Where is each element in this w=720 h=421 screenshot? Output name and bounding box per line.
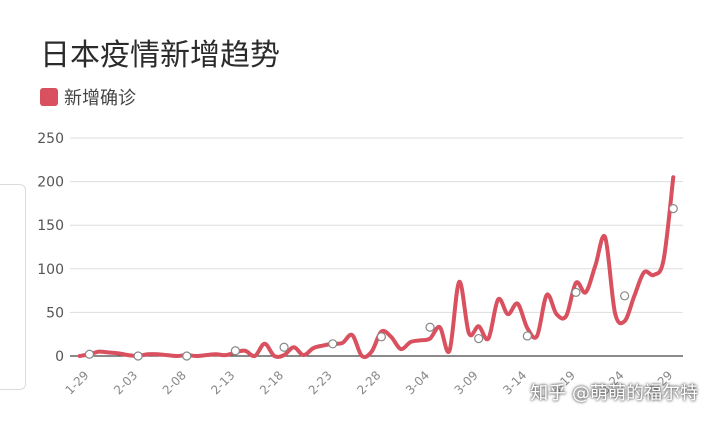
y-tick-label: 200	[37, 175, 64, 191]
data-point	[328, 339, 338, 349]
side-panel	[0, 184, 26, 390]
data-point	[425, 322, 435, 332]
data-point	[230, 346, 241, 356]
legend-swatch	[40, 88, 58, 106]
x-tick-label: 2-08	[160, 368, 189, 397]
series-line	[77, 175, 676, 360]
x-tick-label: 3-14	[500, 368, 529, 397]
y-tick-label: 50	[46, 305, 64, 321]
y-tick-label: 100	[37, 262, 64, 278]
data-point	[668, 204, 678, 214]
data-point	[376, 332, 386, 342]
legend[interactable]: 新增确诊	[40, 84, 136, 110]
y-tick-label: 150	[37, 218, 64, 234]
y-tick-label: 0	[55, 349, 64, 365]
x-tick-label: 2-28	[354, 368, 383, 397]
x-tick-label: 2-03	[111, 368, 140, 397]
x-tick-label: 3-09	[452, 368, 481, 397]
data-point	[522, 331, 532, 341]
chart-title: 日本疫情新增趋势	[40, 38, 280, 73]
watermark: 知乎 @萌萌的福尔特	[530, 383, 698, 404]
x-tick-label: 1-29	[62, 368, 91, 397]
data-point	[279, 342, 289, 352]
y-tick-label: 250	[37, 131, 64, 147]
legend-label: 新增确诊	[64, 88, 136, 109]
x-tick-label: 2-18	[257, 368, 286, 397]
data-point	[182, 351, 192, 361]
x-tick-label: 3-04	[403, 368, 432, 397]
data-point	[571, 287, 581, 297]
data-point	[133, 351, 143, 361]
x-tick-label: 2-13	[208, 368, 237, 397]
data-point	[620, 291, 630, 301]
data-point	[474, 333, 484, 344]
x-tick-label: 2-23	[306, 368, 335, 397]
data-point	[84, 349, 95, 359]
